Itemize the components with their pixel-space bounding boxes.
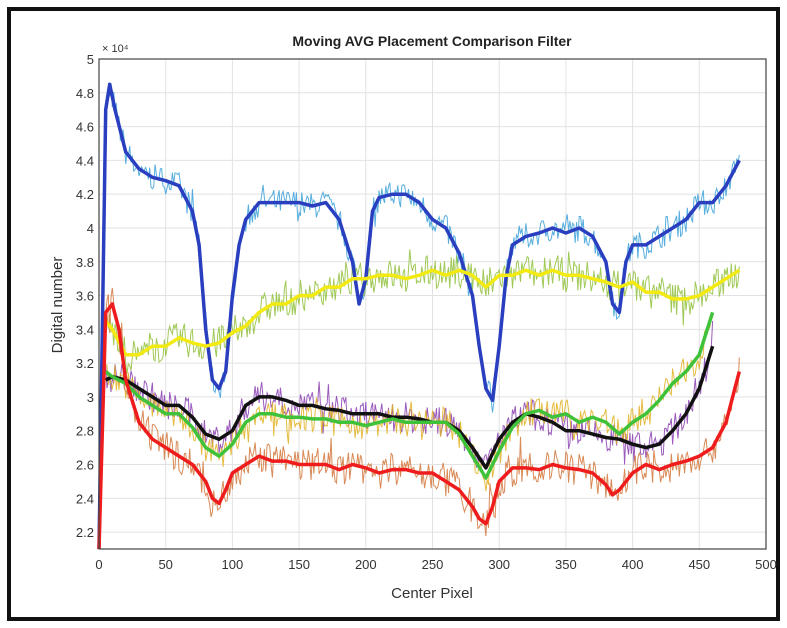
y-tick-label: 3.8 (76, 255, 94, 270)
y-tick-label: 4.2 (76, 187, 94, 202)
y-tick-label: 4 (87, 221, 94, 236)
y-tick-label: 3.6 (76, 289, 94, 304)
x-tick-label: 450 (688, 557, 710, 572)
x-tick-label: 50 (158, 557, 172, 572)
y-tick-label: 5 (87, 52, 94, 67)
axes-box (98, 58, 767, 550)
y-tick-label: 2.4 (76, 491, 94, 506)
y-tick-label: 2.8 (76, 424, 94, 439)
x-tick-label: 400 (622, 557, 644, 572)
chart-title: Moving AVG Placement Comparison Filter (292, 33, 572, 49)
blue-avg-line (97, 82, 741, 550)
x-tick-label: 500 (755, 557, 777, 572)
black-avg-line (104, 345, 715, 470)
y-tick-label: 2.2 (76, 525, 94, 540)
red-avg-line (97, 302, 741, 550)
y-multiplier-label: × 10⁴ (102, 43, 129, 55)
x-tick-label: 250 (422, 557, 444, 572)
y-tick-label: 3 (87, 390, 94, 405)
yellow-avg-line (104, 268, 741, 357)
y-tick-label: 4.4 (76, 153, 94, 168)
figure-frame (7, 7, 780, 621)
y-tick-label: 3.4 (76, 322, 94, 337)
y-tick-label: 3.2 (76, 356, 94, 371)
x-tick-label: 350 (555, 557, 577, 572)
y-axis-label: Digital number (49, 257, 66, 354)
y-tick-label: 4.8 (76, 86, 94, 101)
y-tick-label: 2.6 (76, 458, 94, 473)
x-tick-label: 0 (95, 557, 102, 572)
x-tick-label: 100 (222, 557, 244, 572)
x-tick-label: 150 (288, 557, 310, 572)
x-tick-label: 300 (488, 557, 510, 572)
x-axis-label: Center Pixel (391, 585, 473, 602)
x-tick-label: 200 (355, 557, 377, 572)
green-avg-line (104, 311, 715, 480)
y-tick-label: 4.6 (76, 120, 94, 135)
